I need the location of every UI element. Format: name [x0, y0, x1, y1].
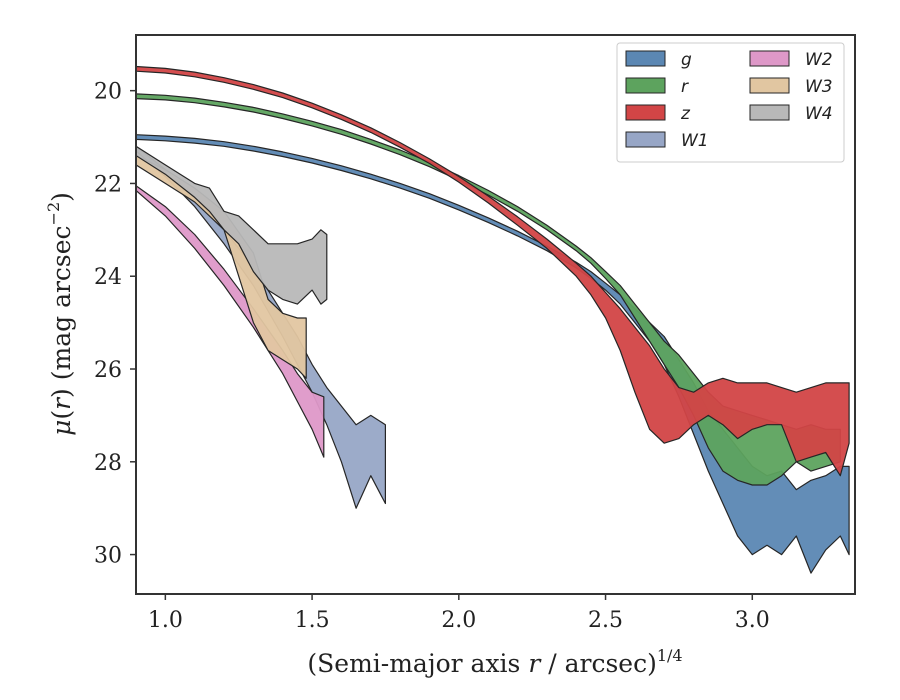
x-tick-label: 2.5	[588, 608, 623, 633]
legend-swatch-w1	[625, 131, 666, 148]
x-axis-label-exponent: 1/4	[657, 646, 683, 665]
legend-label-w1: W1	[681, 131, 709, 151]
y-axis-label-end: )	[47, 192, 76, 202]
x-tick-label: 1.0	[148, 608, 183, 633]
series-band-z	[136, 65, 850, 477]
x-axis-label: (Semi-major axis r / arcsec)1/4	[307, 646, 682, 678]
legend-swatch-w3	[749, 77, 790, 94]
series-band-g	[136, 134, 850, 574]
series-band-w2	[136, 185, 325, 458]
y-axis-label-unit: (mag arcsec	[47, 225, 76, 388]
x-axis-label-main: (Semi-major axis	[307, 649, 528, 678]
legend-swatch-z	[625, 104, 666, 121]
x-tick-label: 2.0	[441, 608, 476, 633]
x-axis: 1.0 1.5 2.0 2.5 3.0	[148, 594, 770, 633]
y-axis-label: μ(r) (mag arcsec−2)	[44, 192, 76, 436]
y-tick-label: 22	[94, 172, 122, 197]
y-axis-label-mu: μ	[47, 420, 76, 436]
plot-frame	[135, 34, 856, 595]
y-axis-label-var: r	[47, 396, 76, 410]
y-tick-label: 24	[94, 265, 122, 290]
legend-swatch-w4	[749, 104, 790, 121]
legend-swatch-w2	[749, 50, 790, 67]
legend-label-g: g	[681, 50, 692, 70]
x-axis-label-tail: / arcsec)	[540, 649, 657, 678]
legend-label-w2: W2	[805, 50, 833, 70]
y-tick-label: 30	[94, 544, 122, 569]
legend-items: grz W1 W2 W3 W4	[625, 50, 833, 151]
x-tick-label: 3.0	[735, 608, 770, 633]
x-tick-label: 1.5	[295, 608, 330, 633]
y-axis-label-exponent: −2	[44, 202, 63, 226]
y-axis: 20 22 24 26 28 30	[94, 80, 136, 569]
y-axis-label-close: )	[47, 388, 76, 398]
legend-label-w3: W3	[805, 77, 833, 97]
legend-swatch-r	[625, 77, 666, 94]
series-band-w4	[136, 145, 328, 305]
y-tick-label: 26	[94, 358, 122, 383]
y-axis-label-open: (	[47, 410, 76, 420]
bands-layer	[136, 65, 850, 574]
legend: grz W1 W2 W3 W4	[616, 42, 845, 163]
legend-frame	[616, 42, 845, 163]
legend-label-z: z	[680, 104, 691, 124]
x-axis-label-var: r	[528, 649, 542, 678]
y-tick-label: 20	[94, 80, 122, 105]
y-tick-label: 28	[94, 451, 122, 476]
legend-label-w4: W4	[805, 104, 833, 124]
legend-label-r: r	[681, 77, 689, 97]
legend-swatch-g	[625, 50, 666, 67]
